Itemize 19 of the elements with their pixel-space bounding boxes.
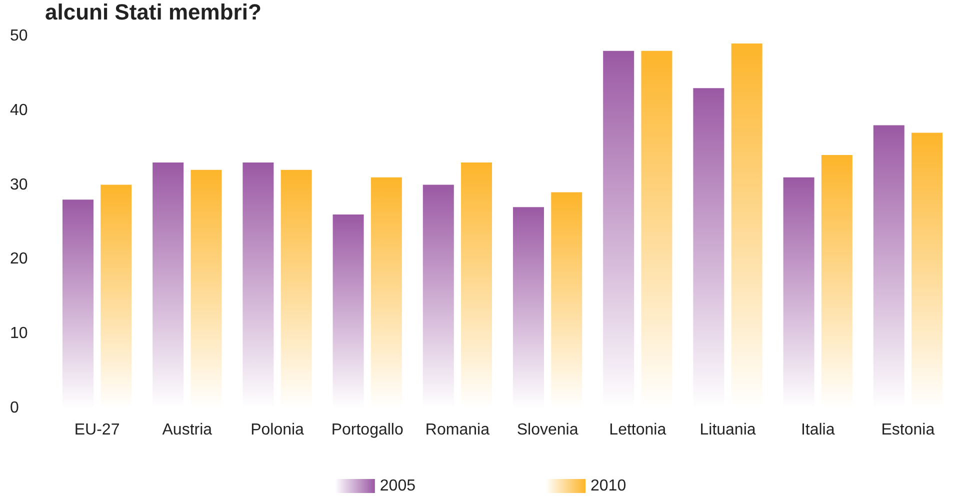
legend-label: 2010 xyxy=(590,478,626,494)
y-tick-label: 0 xyxy=(10,400,19,416)
legend-label: 2005 xyxy=(380,478,416,494)
x-tick-label: Romania xyxy=(425,422,490,438)
x-tick-label: Austria xyxy=(162,422,212,438)
x-tick-label: Slovenia xyxy=(516,422,578,438)
x-tick-label: Lettonia xyxy=(609,422,666,438)
x-tick-label: Italia xyxy=(800,422,835,438)
x-tick-label: EU-27 xyxy=(74,422,120,438)
y-tick-label: 10 xyxy=(10,325,28,342)
x-tick-label: Lituania xyxy=(700,422,756,438)
y-tick-label: 30 xyxy=(10,176,28,194)
chart-title: alcuni Stati membri? xyxy=(45,0,262,24)
y-tick-label: 40 xyxy=(10,102,28,119)
x-tick-label: Estonia xyxy=(881,422,935,438)
x-tick-label: Polonia xyxy=(250,422,304,438)
x-tick-label: Portogallo xyxy=(331,422,404,438)
y-tick-label: 50 xyxy=(10,28,28,44)
y-tick-label: 20 xyxy=(10,250,28,268)
